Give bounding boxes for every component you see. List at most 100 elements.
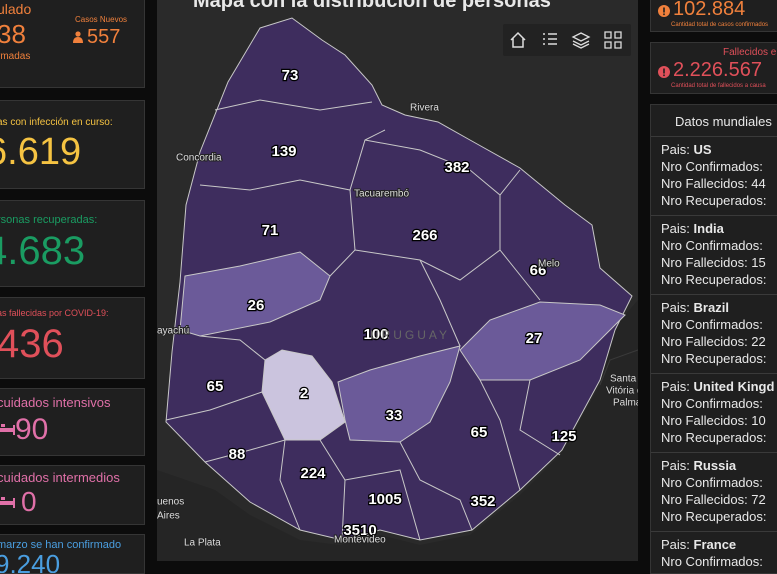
region-lightest xyxy=(261,349,346,441)
country-prefix: Pais: xyxy=(661,458,690,473)
department-count: 33 xyxy=(386,407,403,424)
country-recovered: Nro Recuperados: xyxy=(661,430,767,445)
stat-value: 90 xyxy=(15,413,49,446)
department-count: 65 xyxy=(207,378,224,395)
world-title: Datos mundiales xyxy=(675,114,772,129)
place-label: La Plata xyxy=(184,538,221,549)
country-name: India xyxy=(693,221,724,236)
bed-shape xyxy=(0,497,15,508)
stat-label: marzo se han confirmado xyxy=(0,539,122,551)
deaths-caption: Cantidad total de fallecidos a causa xyxy=(671,83,766,89)
country-deaths: Nro Fallecidos: 72 xyxy=(661,492,766,507)
summary-card: ulado 38 rmadas Casos Nuevos 557 xyxy=(0,0,145,88)
separator xyxy=(651,452,777,453)
world-card: Datos mundiales Pais: US Nro Confirmados:… xyxy=(650,104,777,574)
country-prefix: Pais: xyxy=(661,379,690,394)
stat-value: 6.619 xyxy=(0,131,82,173)
summary-sub: rmadas xyxy=(0,51,31,62)
country-recovered: Nro Recuperados: xyxy=(661,272,767,287)
confirmed-caption: Cantidad total de casos confirmados xyxy=(671,22,769,28)
home-button[interactable] xyxy=(507,29,529,51)
country-row: Pais: US xyxy=(661,142,712,157)
stat-value: 4.683 xyxy=(0,229,86,273)
country-name: Brazil xyxy=(693,300,729,315)
map-toolbar xyxy=(503,24,631,56)
bed-icon xyxy=(0,497,15,508)
separator xyxy=(651,294,777,295)
country-name: US xyxy=(693,142,712,157)
country-confirmed: Nro Confirmados: xyxy=(661,159,763,174)
stat-value: 0 xyxy=(21,486,37,517)
country-recovered: Nro Recuperados: xyxy=(661,509,767,524)
country-deaths: Nro Fallecidos: 44 xyxy=(661,176,766,191)
country-name: Russia xyxy=(693,458,737,473)
country-row: Pais: India xyxy=(661,221,724,236)
stat-label: rsonas recuperadas: xyxy=(0,214,98,226)
department-count: 139 xyxy=(271,143,296,160)
country-row: Pais: Russia xyxy=(661,458,736,473)
country-deaths: Nro Fallecidos: 15 xyxy=(661,255,766,270)
separator xyxy=(651,215,777,216)
region-light xyxy=(337,345,461,443)
place-label: Concordia xyxy=(176,153,222,164)
map[interactable]: 73 139 382 71 266 66 26 100 27 65 2 33 65 125 88 224 100… xyxy=(157,0,638,561)
department-count: 26 xyxy=(248,297,265,314)
summary-value: 38 xyxy=(0,19,26,49)
basemap-button[interactable] xyxy=(602,29,624,51)
department-count: 1005 xyxy=(368,491,401,508)
bed-icon xyxy=(0,424,15,435)
department-count: 2 xyxy=(300,385,308,402)
country-name: France xyxy=(693,537,737,552)
place-label: Montevideo xyxy=(334,535,386,546)
stat-label: as fallecidas por COVID-19: xyxy=(0,308,109,318)
stat-card: as con infección en curso: 6.619 xyxy=(0,100,145,189)
separator xyxy=(651,373,777,374)
place-label: Santa xyxy=(610,374,637,385)
country-confirmed: Nro Confirmados: xyxy=(661,317,763,332)
stat-value: 9.240 xyxy=(0,549,61,574)
department-count: 382 xyxy=(444,159,469,176)
department-count: 71 xyxy=(262,222,279,239)
stat-card: cuidados intermedios 0 xyxy=(0,465,145,525)
department-count: 88 xyxy=(229,446,246,463)
stat-card: as fallecidas por COVID-19: 436 xyxy=(0,297,145,379)
stat-card: cuidados intensivos 90 xyxy=(0,388,145,456)
deaths-card: Fallecidos e 2.226.567 Cantidad total de… xyxy=(650,42,777,94)
person-icon xyxy=(73,31,83,43)
place-label: uenos xyxy=(157,497,184,508)
summary-label: ulado xyxy=(0,1,32,17)
country-deaths: Nro Fallecidos: 10 xyxy=(661,413,766,428)
country-confirmed: Nro Confirmados: xyxy=(661,554,763,569)
layers-button[interactable] xyxy=(570,29,592,51)
country-confirmed: Nro Confirmados: xyxy=(661,238,763,253)
country-confirmed: Nro Confirmados: xyxy=(661,396,763,411)
stat-value: 436 xyxy=(0,322,64,366)
deaths-value: 2.226.567 xyxy=(673,59,762,81)
alert-icon xyxy=(658,66,670,78)
country-recovered: Nro Recuperados: xyxy=(661,193,767,208)
place-label: Aires xyxy=(157,511,180,522)
department-count: 100 xyxy=(363,326,388,343)
stat-label: as con infección en curso: xyxy=(0,117,113,128)
stat-card: marzo se han confirmado 9.240 xyxy=(0,534,145,574)
department-count: 266 xyxy=(412,227,437,244)
stat-card: rsonas recuperadas: 4.683 xyxy=(0,200,145,287)
separator xyxy=(651,531,777,532)
map-title: Mapa con la distribución de personas xyxy=(193,0,551,12)
department-count: 66 xyxy=(530,262,547,279)
country-row: Pais: Brazil xyxy=(661,300,729,315)
place-label: Rivera xyxy=(410,103,439,114)
place-label: Tacuarembó xyxy=(354,189,409,200)
department-count: 352 xyxy=(470,493,495,510)
basemap xyxy=(157,300,638,561)
confirmed-value: 102.884 xyxy=(673,0,746,20)
department-count: 224 xyxy=(300,465,326,482)
bed-shape xyxy=(0,424,15,435)
department-count: 73 xyxy=(282,67,299,84)
stat-label: cuidados intermedios xyxy=(0,470,120,485)
place-label: Melo xyxy=(538,259,560,270)
legend-button[interactable] xyxy=(539,29,561,51)
place-label: Vitória do xyxy=(606,386,638,397)
country-prefix: Pais: xyxy=(661,221,690,236)
